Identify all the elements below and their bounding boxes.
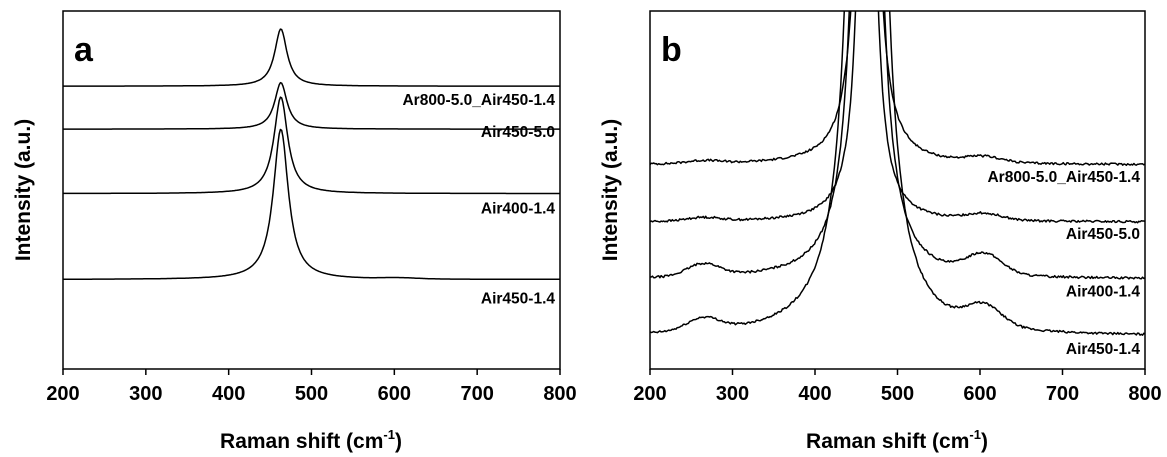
panel-a-curves [63, 28, 560, 281]
x-tick-label: 600 [378, 383, 411, 405]
x-tick-label: 200 [46, 383, 79, 405]
series-label: Air400-1.4 [481, 201, 555, 218]
spectrum-line [63, 128, 560, 281]
x-tick-label: 400 [798, 383, 831, 405]
series-label: Air400-1.4 [1066, 284, 1140, 301]
panel-b-ticks: 200 300 400 500 600 700 800 [633, 369, 1162, 405]
panel-a-y-axis-label: Intensity (a.u.) [12, 119, 35, 261]
spectrum-line [650, 11, 1145, 280]
x-tick-label: 300 [716, 383, 749, 405]
series-label: Air450-1.4 [1066, 341, 1140, 358]
panel-b-plot-frame [649, 10, 1146, 370]
x-tick-label: 400 [212, 383, 245, 405]
x-tick-label: 300 [129, 383, 162, 405]
x-tick-label: 600 [963, 383, 996, 405]
series-label: Air450-5.0 [1066, 226, 1140, 243]
x-tick-label: 200 [633, 383, 666, 405]
series-label: Air450-1.4 [481, 291, 555, 308]
panel-b-curves [650, 11, 1145, 336]
x-tick-label: 800 [543, 383, 576, 405]
x-tick-label: 500 [295, 383, 328, 405]
spectrum-line [650, 11, 1145, 224]
series-label: Ar800-5.0_Air450-1.4 [402, 92, 555, 109]
panel-b-y-axis-label: Intensity (a.u.) [599, 119, 622, 261]
panel-b-x-axis-label: Raman shift (cm-1) [806, 427, 988, 453]
panel-b-label: b [661, 31, 682, 69]
panel-b-series-labels: Ar800-5.0_Air450-1.4 Air450-5.0 Air400-1.4… [987, 169, 1140, 358]
panel-b: 200 300 400 500 600 700 800 Ar800-5.0_Air450-1… [599, 10, 1162, 453]
panel-a-series-labels: Ar800-5.0_Air450-1.4 Air450-5.0 Air400-1.4… [402, 92, 555, 307]
series-label: Air450-5.0 [481, 124, 555, 141]
panel-a-label: a [74, 31, 94, 69]
panel-a-ticks: 200 300 400 500 600 700 800 [46, 369, 577, 405]
panel-a-plot-frame [62, 10, 561, 370]
x-tick-label: 700 [1046, 383, 1079, 405]
panel-a-x-axis-label: Raman shift (cm-1) [220, 427, 402, 453]
spectrum-line [63, 81, 560, 130]
spectrum-line [650, 11, 1145, 167]
x-tick-label: 500 [881, 383, 914, 405]
spectrum-line [650, 11, 1145, 336]
panel-a: 200 300 400 500 600 700 800 Ar800-5.0_Air450-1… [12, 10, 577, 453]
series-label: Ar800-5.0_Air450-1.4 [987, 169, 1140, 186]
x-tick-label: 700 [460, 383, 493, 405]
x-tick-label: 800 [1128, 383, 1161, 405]
spectrum-line [63, 96, 560, 195]
spectrum-line [63, 28, 560, 87]
